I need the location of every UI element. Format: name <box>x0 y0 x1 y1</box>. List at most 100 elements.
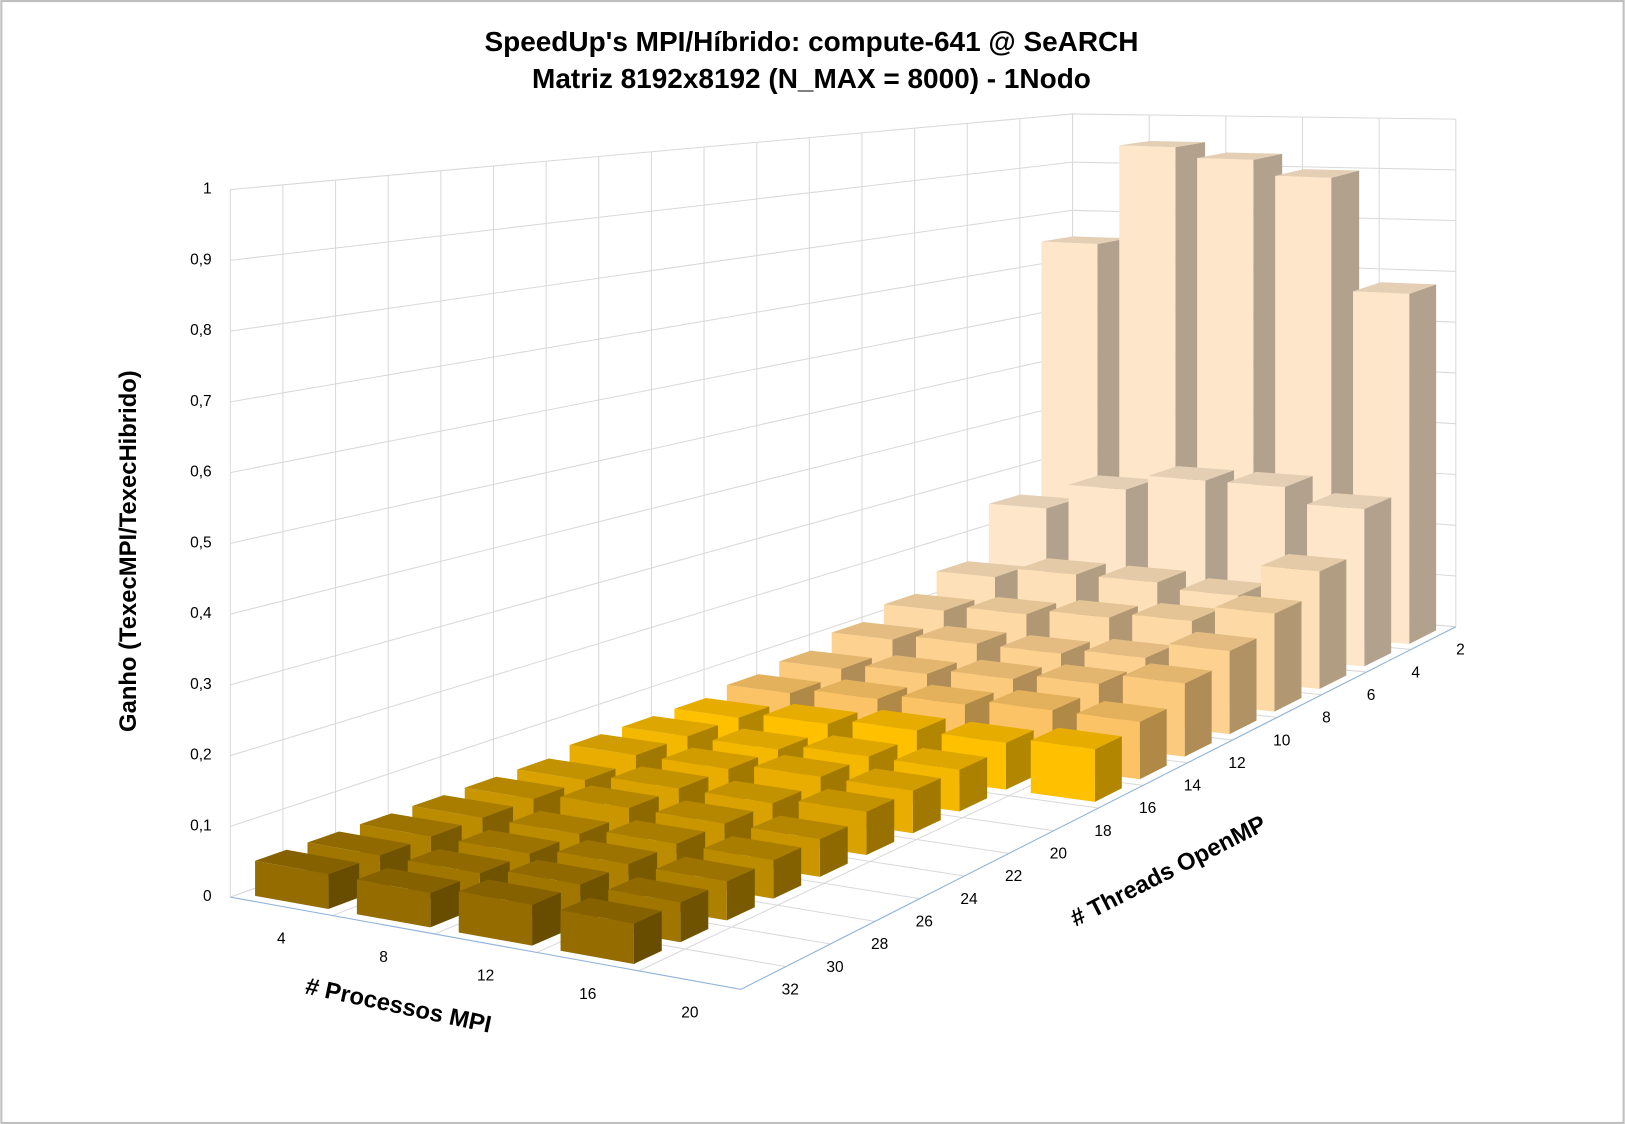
bar-top <box>661 747 759 769</box>
bar-side <box>680 889 709 943</box>
bar-top <box>1132 603 1220 622</box>
bar-top <box>726 674 821 694</box>
bar-side <box>1319 559 1347 690</box>
bar-side <box>866 799 895 855</box>
x-tick-label: 20 <box>681 1004 699 1021</box>
bar-side <box>328 862 360 910</box>
z-tick-label: 4 <box>1411 664 1420 681</box>
bar-top <box>846 768 941 791</box>
bar-top <box>560 897 662 924</box>
labels: 00,10,20,30,40,50,60,70,80,9148121620246… <box>190 181 1465 1022</box>
chart-subtitle: Matriz 8192x8192 (N_MAX = 8000) - 1Nodo <box>532 63 1091 94</box>
z-tick-label: 6 <box>1367 687 1376 704</box>
bar-top <box>1260 554 1347 572</box>
grid-line <box>230 113 1456 191</box>
bar-top <box>763 703 858 725</box>
bar-side <box>1139 708 1167 780</box>
bar <box>356 868 461 928</box>
bar-side <box>1094 736 1122 802</box>
bar-side <box>959 757 988 812</box>
bar-top <box>1227 471 1313 487</box>
bar-top <box>655 856 755 882</box>
bar-top <box>507 859 609 885</box>
bar-top <box>1122 663 1212 684</box>
bar-top <box>1076 701 1167 722</box>
bar-top <box>407 848 510 874</box>
z-tick-label: 30 <box>826 959 844 976</box>
bar-top <box>1275 169 1360 178</box>
bar-top <box>557 840 658 865</box>
bar-top <box>1353 282 1437 294</box>
bar-side <box>1364 497 1392 667</box>
x-tick-label: 16 <box>579 986 596 1003</box>
bar-side <box>819 826 848 877</box>
y-tick-label: 0,4 <box>190 605 212 622</box>
bar-top <box>1179 578 1267 596</box>
bar-top <box>611 766 709 789</box>
bar-side <box>532 892 561 946</box>
bar-top <box>1147 466 1235 481</box>
y-tick-label: 0 <box>203 888 212 905</box>
bar-top <box>458 879 561 905</box>
bar-top <box>255 849 360 875</box>
bar-side <box>1274 601 1302 712</box>
bar-top <box>356 868 461 893</box>
z-tick-label: 12 <box>1228 755 1245 772</box>
grid-line <box>230 161 1456 261</box>
bar-top <box>703 836 802 861</box>
y-tick-label: 0,3 <box>190 676 212 693</box>
bar-top <box>754 754 850 777</box>
z-tick-label: 22 <box>1005 868 1022 885</box>
x-tick-label: 4 <box>277 931 286 948</box>
bar <box>560 897 662 964</box>
bar-top <box>1041 236 1129 244</box>
bar-top <box>865 655 957 674</box>
bar-top <box>988 494 1077 509</box>
z-tick-label: 8 <box>1322 710 1331 727</box>
bar <box>255 849 360 910</box>
bar-top <box>1307 493 1392 510</box>
bar-top <box>1068 475 1156 490</box>
bar-side <box>633 911 662 964</box>
bar-top <box>359 813 462 837</box>
bar-side <box>1229 638 1257 735</box>
x-tick-label: 12 <box>477 967 494 984</box>
bar-top <box>560 785 659 809</box>
z-tick-label: 10 <box>1273 732 1291 749</box>
bar-top <box>1049 600 1138 618</box>
y-tick-label: 0,1 <box>190 817 212 834</box>
bar-top <box>831 621 924 640</box>
bar-top <box>989 690 1081 711</box>
bar-top <box>517 758 616 781</box>
bar-top <box>751 815 848 840</box>
bar-side <box>1184 670 1212 757</box>
y-tick-label: 0,5 <box>190 534 212 551</box>
bar-top <box>941 721 1034 743</box>
bar-top <box>307 831 411 856</box>
bar-top <box>803 735 898 757</box>
bar-top <box>412 795 514 818</box>
z-axis-line <box>740 626 1457 990</box>
bar-side <box>430 881 461 928</box>
z-tick-label: 16 <box>1139 800 1156 817</box>
bar-top <box>915 625 1007 644</box>
z-tick-label: 24 <box>960 891 978 908</box>
z-tick-label: 32 <box>782 982 799 999</box>
bar-top <box>852 709 946 731</box>
bar-front <box>560 910 634 964</box>
bar-side <box>773 847 802 899</box>
bar-top <box>1030 727 1122 750</box>
plot-area <box>255 140 1437 964</box>
z-tick-label: 2 <box>1456 642 1465 659</box>
bar-top <box>966 597 1057 615</box>
z-tick-label: 14 <box>1184 778 1202 795</box>
bar-top <box>894 747 988 770</box>
bar-top <box>1214 595 1302 614</box>
z-tick-label: 28 <box>871 936 888 953</box>
bar-top <box>509 810 610 835</box>
y-tick-label: 0,2 <box>190 747 212 764</box>
bar-top <box>1098 565 1186 583</box>
bar-top <box>798 788 895 812</box>
bar-top <box>621 716 719 737</box>
